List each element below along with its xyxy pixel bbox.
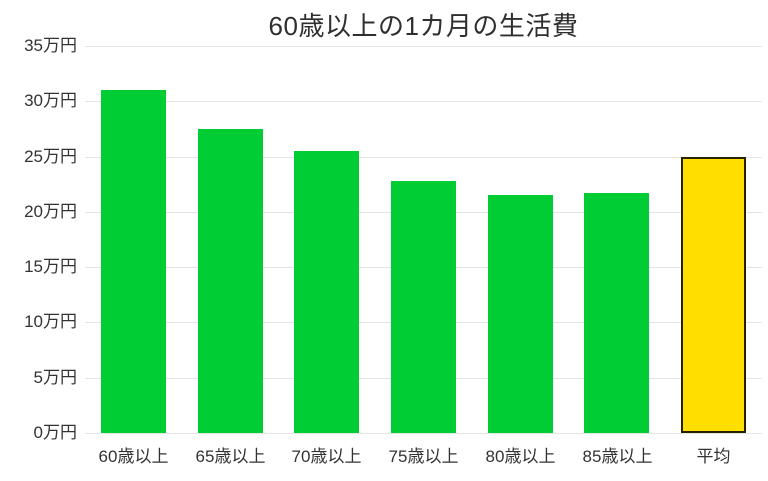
gridline — [85, 46, 762, 47]
x-category-label: 65歳以上 — [195, 447, 266, 466]
bar — [488, 195, 553, 433]
y-tick-label: 25万円 — [24, 147, 77, 166]
x-category-label: 平均 — [696, 447, 731, 466]
x-category-label: 60歳以上 — [98, 447, 169, 466]
y-tick-label: 10万円 — [24, 312, 77, 331]
y-tick-label: 0万円 — [33, 423, 77, 442]
x-category-label: 85歳以上 — [582, 447, 653, 466]
gridline — [85, 433, 762, 434]
y-tick-label: 30万円 — [24, 91, 77, 110]
gridline — [85, 157, 762, 158]
bar — [294, 151, 359, 433]
bar-average — [681, 157, 746, 433]
bar — [391, 181, 456, 433]
x-category-label: 80歳以上 — [485, 447, 556, 466]
x-category-label: 75歳以上 — [388, 447, 459, 466]
y-tick-label: 5万円 — [33, 368, 77, 387]
bar — [584, 193, 649, 433]
bar — [101, 90, 166, 433]
x-category-label: 70歳以上 — [291, 447, 362, 466]
chart-title: 60歳以上の1カ月の生活費 — [268, 11, 579, 41]
gridline — [85, 101, 762, 102]
y-tick-label: 15万円 — [24, 257, 77, 276]
y-tick-label: 35万円 — [24, 36, 77, 55]
y-tick-label: 20万円 — [24, 202, 77, 221]
bar — [198, 129, 263, 433]
